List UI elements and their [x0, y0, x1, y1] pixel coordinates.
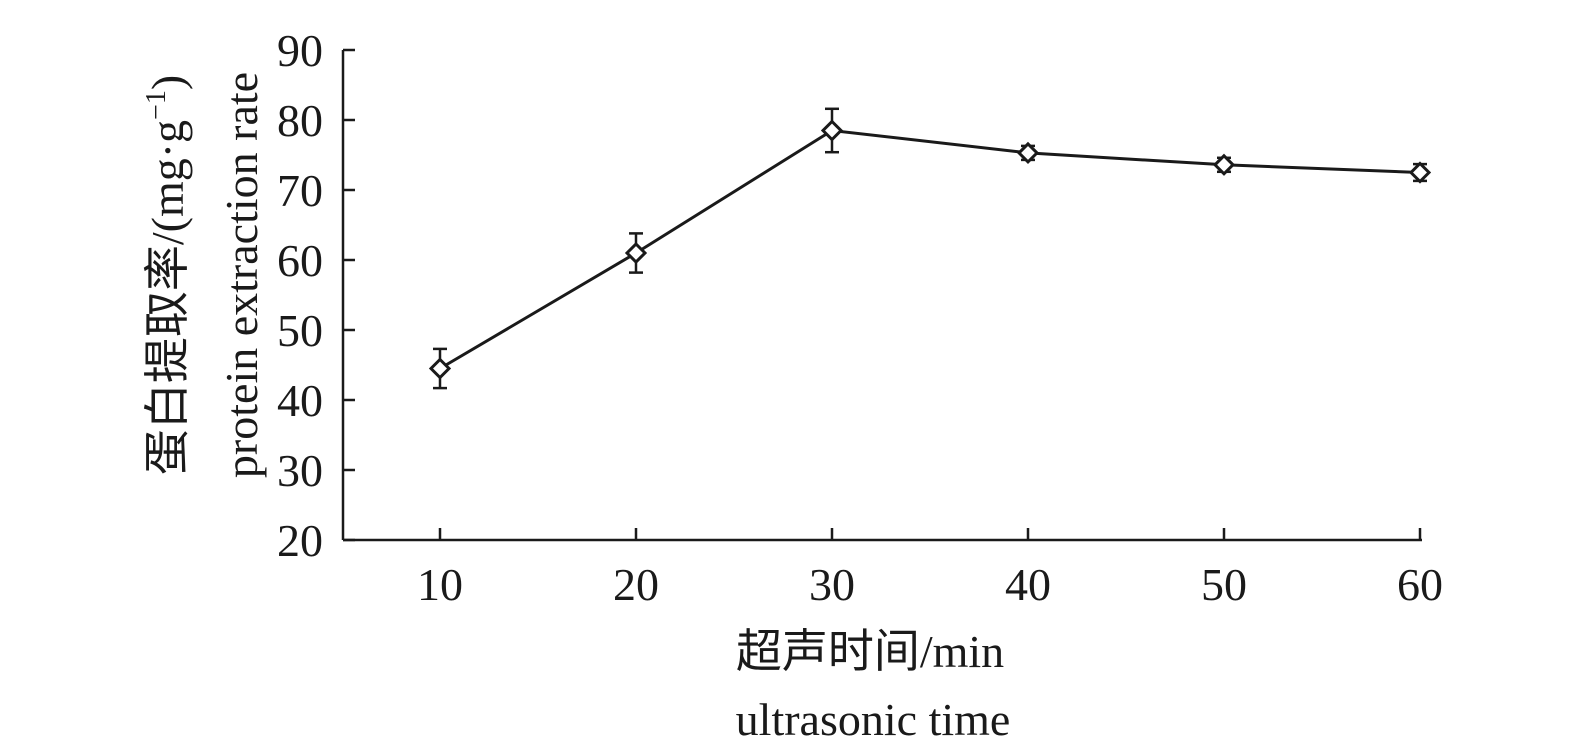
series-line-0	[439, 128, 1421, 370]
x-tick-label-10: 10	[417, 559, 463, 610]
y-tick-label-80: 80	[277, 95, 323, 146]
x-tick-label-20: 20	[613, 559, 659, 610]
x-tick-label-30: 30	[809, 559, 855, 610]
x-tick-label-40: 40	[1005, 559, 1051, 610]
y-tick-label-20: 20	[277, 515, 323, 566]
x-axis-title-en: ultrasonic time	[736, 694, 1011, 745]
y-tick-label-90: 90	[277, 25, 323, 76]
y-tick-label-50: 50	[277, 305, 323, 356]
data-point-10	[428, 357, 452, 380]
y-ticks: 20 30 40 50 60 70 80 90	[277, 25, 355, 566]
x-axis-title-cn: 超声时间/min	[736, 626, 1004, 677]
series-group	[428, 107, 1432, 390]
x-ticks: 10 20 30 40 50 60	[417, 528, 1443, 610]
y-tick-label-30: 30	[277, 445, 323, 496]
y-tick-label-60: 60	[277, 235, 323, 286]
x-tick-label-60: 60	[1397, 559, 1443, 610]
y-axis-title-en: protein extraction rate	[216, 72, 267, 478]
data-point-30	[820, 119, 844, 142]
data-point-40	[1016, 141, 1040, 165]
y-axis-title-cn: 蛋白提取率/(mg·g−1)	[141, 75, 193, 475]
data-point-50	[1212, 153, 1236, 176]
data-point-60	[1408, 161, 1432, 184]
y-axis-title-cn-superscript: −1	[141, 90, 172, 120]
x-tick-label-50: 50	[1201, 559, 1247, 610]
y-axis-title-cn-main: 蛋白提取率/(mg·g	[142, 120, 193, 475]
data-point-20	[624, 241, 648, 265]
y-tick-label-70: 70	[277, 165, 323, 216]
axes	[341, 50, 1422, 542]
y-axis-title-cn-close: )	[142, 75, 193, 90]
y-tick-label-40: 40	[277, 375, 323, 426]
